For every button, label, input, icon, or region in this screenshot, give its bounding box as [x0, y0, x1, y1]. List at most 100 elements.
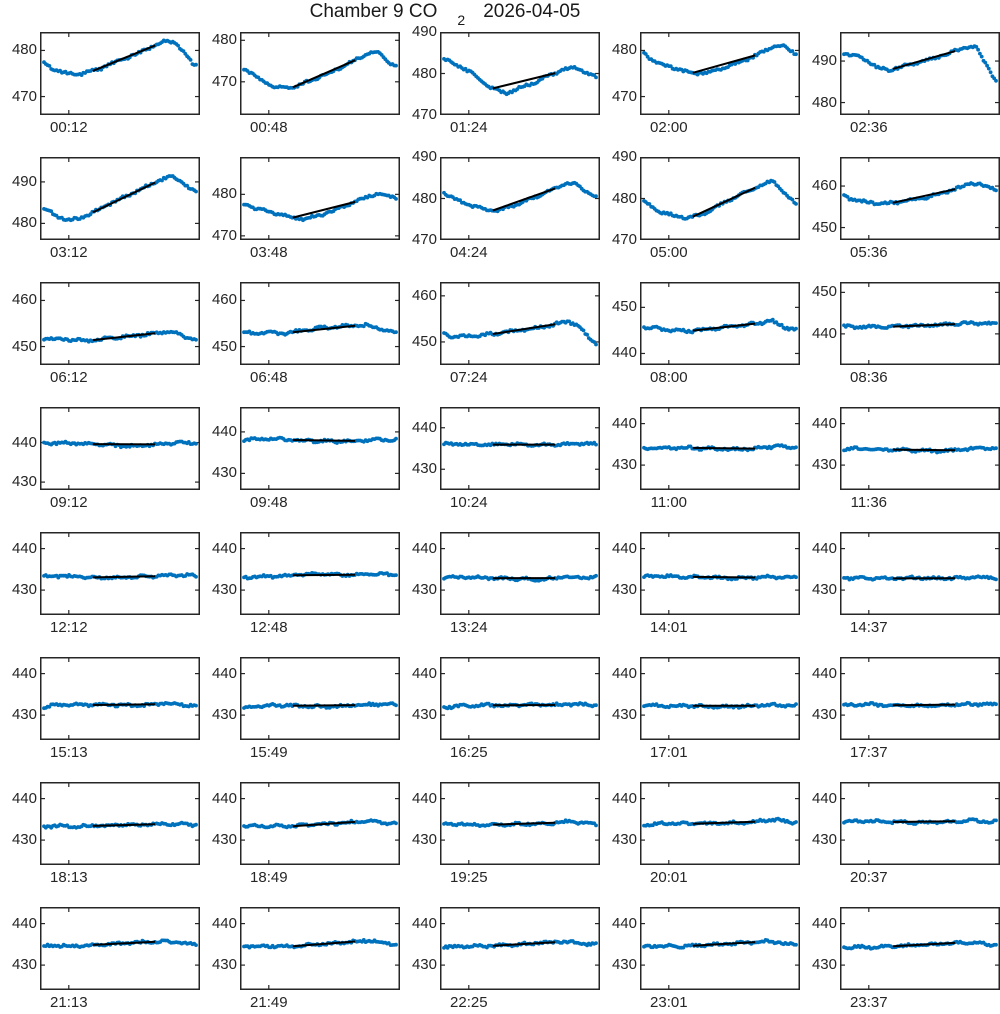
y-tick-label: 480: [211, 31, 237, 49]
subplot-cell: 430 440 15:49: [212, 657, 400, 761]
subplot-cell: 470 480 490 05:00: [612, 148, 800, 261]
y-tick-label: 430: [11, 473, 37, 491]
y-tick-label: 450: [811, 218, 837, 236]
y-tick-label: 440: [611, 664, 637, 682]
y-tick-label: 470: [611, 87, 637, 105]
y-tick-label: 450: [11, 337, 37, 355]
time-label: 00:12: [50, 119, 88, 136]
subplot-cell: 440 450 08:36: [812, 282, 1000, 386]
time-label: 02:00: [650, 119, 688, 136]
subplot-cell: 430 440 10:24: [412, 407, 600, 511]
y-tick-label: 430: [11, 956, 37, 974]
subplot-canvas: [240, 282, 400, 365]
subplot-cell: 430 440 22:25: [412, 907, 600, 1011]
subplot-cell: 430 440 21:49: [212, 907, 400, 1011]
subplot-canvas: [840, 32, 1000, 115]
y-tick-label: 430: [11, 581, 37, 599]
y-tick-label: 440: [411, 418, 437, 436]
subplot-canvas: [840, 657, 1000, 740]
time-label: 14:01: [650, 619, 688, 636]
time-label: 14:37: [850, 619, 888, 636]
y-tick-label: 440: [411, 539, 437, 557]
y-tick-label: 430: [611, 956, 637, 974]
y-tick-label: 440: [611, 539, 637, 557]
subplot-canvas: [840, 407, 1000, 490]
subplot-cell: 430 440 17:37: [812, 657, 1000, 761]
y-tick-label: 440: [611, 344, 637, 362]
y-tick-label: 430: [411, 581, 437, 599]
figure-title: Chamber 9 CO 2 2026-04-05: [0, 1, 890, 28]
y-tick-label: 480: [611, 189, 637, 207]
subplot-canvas: [240, 532, 400, 615]
subplot-cell: 450 460 07:24: [412, 282, 600, 386]
time-label: 15:13: [50, 744, 88, 761]
time-label: 12:12: [50, 619, 88, 636]
y-tick-label: 480: [411, 189, 437, 207]
y-tick-label: 430: [11, 831, 37, 849]
y-tick-label: 480: [11, 214, 37, 232]
subplot-cell: 430 440 20:37: [812, 782, 1000, 886]
y-tick-label: 440: [211, 914, 237, 932]
subplot-cell: 430 440 11:36: [812, 407, 1000, 511]
time-label: 18:13: [50, 869, 88, 886]
subplot-cell: 430 440 18:13: [12, 782, 200, 886]
subplot-canvas: [640, 32, 800, 115]
y-tick-label: 440: [211, 664, 237, 682]
y-tick-label: 430: [611, 831, 637, 849]
subplot-canvas: [240, 32, 400, 115]
subplot-canvas: [840, 907, 1000, 990]
y-tick-label: 450: [611, 298, 637, 316]
y-tick-label: 440: [811, 914, 837, 932]
time-label: 00:48: [250, 119, 288, 136]
subplot-canvas: [640, 532, 800, 615]
subplot-canvas: [640, 907, 800, 990]
y-tick-label: 430: [611, 706, 637, 724]
subplot-canvas: [440, 282, 600, 365]
time-label: 02:36: [850, 119, 888, 136]
time-label: 05:00: [650, 244, 688, 261]
subplot-cell: 470 480 03:48: [212, 157, 400, 261]
subplot-cell: 430 440 23:37: [812, 907, 1000, 1011]
y-tick-label: 440: [611, 789, 637, 807]
y-tick-label: 460: [411, 286, 437, 304]
subplot-cell: 430 440 14:37: [812, 532, 1000, 636]
y-tick-label: 440: [11, 539, 37, 557]
y-tick-label: 430: [411, 706, 437, 724]
time-label: 05:36: [850, 244, 888, 261]
y-tick-label: 430: [211, 581, 237, 599]
y-tick-label: 480: [11, 41, 37, 59]
subplot-cell: 430 440 19:25: [412, 782, 600, 886]
subplot-canvas: [440, 32, 600, 115]
time-label: 17:01: [650, 744, 688, 761]
time-label: 18:49: [250, 869, 288, 886]
subplot-canvas: [40, 32, 200, 115]
y-tick-label: 460: [811, 177, 837, 195]
time-label: 19:25: [450, 869, 488, 886]
y-tick-label: 490: [611, 148, 637, 165]
time-label: 01:24: [450, 119, 488, 136]
subplot-canvas: [40, 407, 200, 490]
y-tick-label: 430: [11, 706, 37, 724]
time-label: 23:37: [850, 994, 888, 1011]
subplot-canvas: [840, 282, 1000, 365]
y-tick-label: 440: [811, 324, 837, 342]
y-tick-label: 480: [611, 41, 637, 59]
time-label: 12:48: [250, 619, 288, 636]
y-tick-label: 460: [211, 291, 237, 309]
time-label: 11:00: [650, 494, 688, 511]
time-label: 15:49: [250, 744, 288, 761]
time-label: 17:37: [850, 744, 888, 761]
time-label: 04:24: [450, 244, 488, 261]
subplot-cell: 430 440 20:01: [612, 782, 800, 886]
subplot-canvas: [640, 157, 800, 240]
subplot-cell: 470 480 490 01:24: [412, 23, 600, 136]
subplot-canvas: [40, 282, 200, 365]
time-label: 06:48: [250, 369, 288, 386]
y-tick-label: 470: [411, 231, 437, 248]
subplot-cell: 450 460 06:48: [212, 282, 400, 386]
subplot-canvas: [440, 782, 600, 865]
y-tick-label: 430: [611, 581, 637, 599]
subplot-cell: 430 440 09:48: [212, 407, 400, 511]
y-tick-label: 480: [411, 64, 437, 82]
